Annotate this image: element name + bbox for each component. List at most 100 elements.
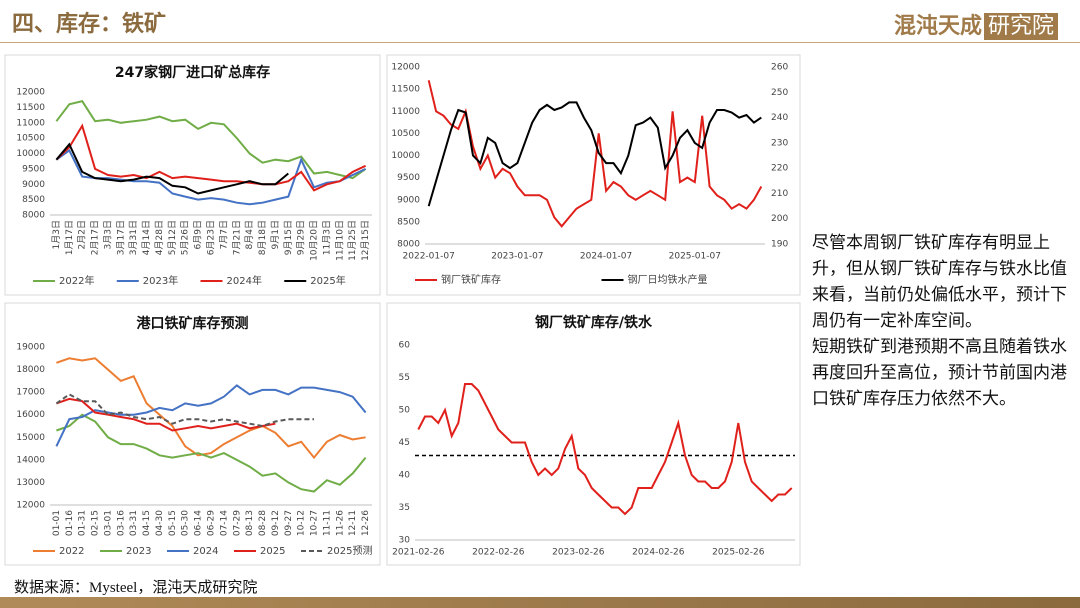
y-tick-label: 50 [399,406,411,416]
x-tick-label: 5月26日 [180,220,191,255]
y-tick-label: 9500 [397,173,420,183]
series-line [55,384,367,447]
legend-label: 2022年 [59,274,94,287]
y-tick-label: 10000 [391,151,420,161]
x-tick-label: 12-11 [348,510,358,536]
x-tick-label: 8月4日 [244,220,255,249]
x-tick-label: 09-27 [284,510,294,536]
commentary-paragraph: 短期铁矿到港预期不高且随着铁水再度回升至高位，预计节前国内港口铁矿库存压力依然不… [812,337,1067,409]
x-tick-label: 3月17日 [115,220,126,255]
x-tick-label: 2021-02-26 [392,548,445,558]
legend-label: 2023年 [143,274,178,287]
x-tick-label: 1月17日 [64,220,75,255]
x-tick-label: 2022-01-07 [403,252,455,262]
x-tick-label: 10-12 [297,510,307,536]
legend-label: 2025年 [310,274,345,287]
x-tick-label: 7月7日 [218,220,229,249]
x-tick-label: 10月20日 [309,220,320,261]
x-tick-label: 9月1日 [270,220,281,249]
x-tick-label: 2025-02-26 [712,548,765,558]
x-tick-label: 2022-02-26 [472,548,525,558]
x-tick-label: 7月21日 [231,220,242,255]
y-tick-label: 10500 [16,134,45,144]
y-tick-label: 8500 [397,217,420,227]
legend-label: 2024年 [227,274,262,287]
y2-tick-label: 190 [771,240,788,250]
y-tick-label: 15000 [16,433,45,443]
x-tick-label: 05-30 [181,510,191,536]
y2-tick-label: 230 [771,138,788,148]
chart-title: 钢厂铁矿库存/铁水 [535,314,653,331]
series-line [56,397,276,432]
x-tick-label: 2023-01-07 [491,252,543,262]
x-tick-label: 3月3日 [102,220,113,249]
x-tick-label: 01-01 [52,510,62,536]
legend-label: 2024 [193,546,218,557]
x-tick-label: 2024-01-07 [580,252,632,262]
x-tick-label: 6月9日 [193,220,204,249]
y-tick-label: 45 [399,438,410,448]
x-tick-label: 03-16 [116,510,126,536]
y-tick-label: 60 [399,341,411,351]
y-tick-label: 8000 [397,240,420,250]
x-tick-label: 2025-01-07 [669,252,721,262]
x-tick-label: 2024-02-26 [632,548,685,558]
series-line [417,383,793,516]
x-tick-label: 01-16 [65,510,75,536]
y-tick-label: 35 [399,503,410,513]
y2-tick-label: 260 [771,63,788,73]
y-tick-label: 12000 [391,63,420,73]
series-line [55,148,367,206]
x-tick-label: 11月25日 [347,220,358,261]
y-tick-label: 17000 [16,388,45,398]
legend-label: 钢厂铁矿库存 [441,273,501,286]
commentary-paragraph: 尽管本周钢厂铁矿库存有明显上升，但从钢厂铁矿库存与铁水比值来看，当前仍处偏低水平… [812,233,1067,331]
x-tick-label: 2月2日 [77,220,88,249]
y-tick-label: 11500 [391,85,420,95]
panel [4,54,381,296]
y-tick-label: 55 [399,373,410,383]
x-tick-label: 2023-02-26 [552,548,605,558]
x-tick-label: 08-13 [245,510,255,536]
y2-tick-label: 220 [771,164,788,174]
x-tick-label: 03-31 [129,510,139,536]
y-tick-label: 12000 [16,88,45,98]
slide-title: 四、库存：铁矿 [12,11,167,37]
y2-tick-label: 200 [771,214,788,224]
y-tick-label: 9000 [397,195,420,205]
legend-label: 2025预测 [327,544,372,557]
y-tick-label: 10500 [391,129,420,139]
series-line [55,100,367,180]
y-tick-label: 13000 [16,478,45,488]
legend-label: 2023 [126,546,151,557]
x-tick-label: 12月15日 [360,220,371,261]
y-tick-label: 11500 [16,103,45,113]
x-tick-label: 3月31日 [128,220,139,255]
x-tick-label: 07-29 [232,510,242,536]
series-line [55,393,314,428]
y-tick-label: 40 [399,471,411,481]
x-tick-label: 2月17日 [90,220,101,255]
x-tick-label: 8月18日 [257,220,268,255]
x-tick-label: 12-26 [361,510,371,536]
x-tick-label: 1月3日 [51,220,62,249]
y-tick-label: 11000 [16,118,45,128]
series-line [427,80,763,228]
y-tick-label: 16000 [16,410,45,420]
x-tick-label: 11-11 [322,510,332,536]
logo-sub: 研究院 [983,13,1058,40]
y-tick-label: 30 [399,536,411,546]
x-tick-label: 9月15日 [283,220,294,255]
y-tick-label: 8000 [22,211,45,221]
x-tick-label: 5月12日 [167,220,178,255]
chart-title: 港口铁矿库存预测 [137,315,249,332]
x-tick-label: 4月14日 [141,220,152,255]
x-tick-label: 06-29 [207,510,217,536]
footer-bar [0,597,1080,608]
y-tick-label: 9500 [22,164,45,174]
series-line [427,101,762,207]
y-tick-label: 8500 [22,195,45,205]
panel [4,302,381,566]
